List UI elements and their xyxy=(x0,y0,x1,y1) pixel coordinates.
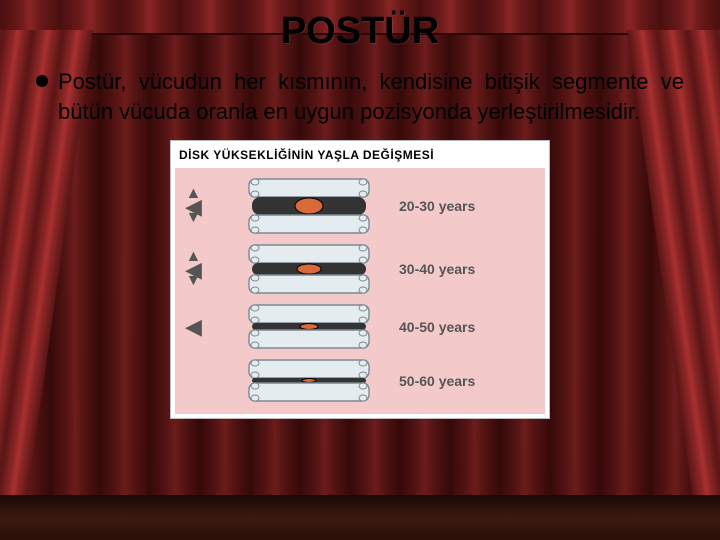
age-range-label: 40-50 years xyxy=(395,319,535,335)
bullet-text: Postür, vücudun her kısmının, kendisine … xyxy=(58,67,684,126)
disc-row: ▲◀▼ 20-30 years xyxy=(185,176,535,236)
vertebra-disc-cell xyxy=(229,357,389,404)
vertebra-disc-cell xyxy=(229,242,389,296)
arrow-icons: ◀ xyxy=(185,319,201,334)
arrow-down-icon: ▼ xyxy=(186,214,201,223)
vertebra-disc-icon xyxy=(234,242,384,296)
slide-title: POSTÜR xyxy=(30,10,690,53)
age-range-label: 20-30 years xyxy=(395,198,535,214)
arrow-column: ▲◀▼ xyxy=(185,242,223,296)
arrow-left-icon: ◀ xyxy=(185,319,201,334)
arrow-column: ◀ xyxy=(185,302,223,351)
vertebra-disc-icon xyxy=(234,302,384,351)
disc-row: ▲◀▼ 30-40 years xyxy=(185,242,535,296)
slide-content: POSTÜR Postür, vücudun her kısmının, ken… xyxy=(0,0,720,540)
arrow-icons: ▲◀▼ xyxy=(185,253,201,286)
bullet-row: Postür, vücudun her kısmının, kendisine … xyxy=(30,67,690,126)
vertebra-disc-icon xyxy=(234,176,384,236)
disc-row: 50-60 years xyxy=(185,357,535,404)
vertebra-disc-icon xyxy=(234,357,384,404)
arrow-icons: ▲◀▼ xyxy=(185,190,201,223)
figure-body: ▲◀▼ 20-30 years▲◀▼ xyxy=(175,168,545,414)
age-range-label: 30-40 years xyxy=(395,261,535,277)
vertebra-disc-cell xyxy=(229,302,389,351)
bullet-marker xyxy=(36,75,48,87)
figure-container: DİSK YÜKSEKLİĞİNİN YAŞLA DEĞİŞMESİ ▲◀▼ xyxy=(30,140,690,419)
age-range-label: 50-60 years xyxy=(395,373,535,389)
arrow-column: ▲◀▼ xyxy=(185,176,223,236)
arrow-column xyxy=(185,357,223,404)
vertebra-disc-cell xyxy=(229,176,389,236)
arrow-down-icon: ▼ xyxy=(186,277,201,286)
disc-height-figure: DİSK YÜKSEKLİĞİNİN YAŞLA DEĞİŞMESİ ▲◀▼ xyxy=(170,140,550,419)
disc-row: ◀ 40-50 years xyxy=(185,302,535,351)
figure-title: DİSK YÜKSEKLİĞİNİN YAŞLA DEĞİŞMESİ xyxy=(175,145,545,168)
